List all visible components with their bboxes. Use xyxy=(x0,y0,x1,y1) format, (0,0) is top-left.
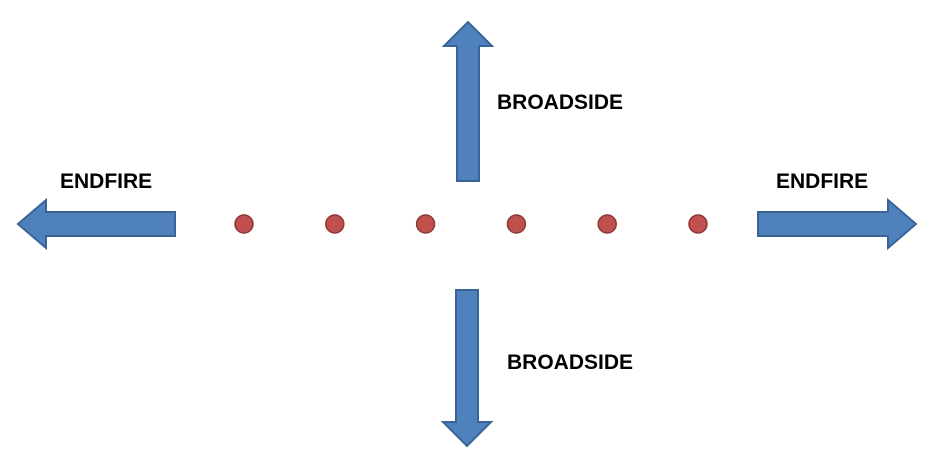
array-element-dot xyxy=(325,214,345,234)
broadside-down-arrow xyxy=(440,289,494,448)
endfire-right-label: ENDFIRE xyxy=(776,170,869,193)
endfire-right-arrow xyxy=(757,197,918,251)
array-elements xyxy=(234,214,708,234)
broadside-up-arrow xyxy=(441,20,495,182)
endfire-left-label: ENDFIRE xyxy=(60,170,153,193)
array-element-dot xyxy=(506,214,527,234)
endfire-left-arrow xyxy=(16,197,176,251)
array-element-dot xyxy=(415,214,436,234)
broadside-bottom-label: BROADSIDE xyxy=(507,351,634,374)
array-element-dot xyxy=(234,214,254,234)
broadside-top-label: BROADSIDE xyxy=(497,91,624,114)
array-element-dot xyxy=(597,214,617,234)
array-element-dot xyxy=(688,214,708,234)
